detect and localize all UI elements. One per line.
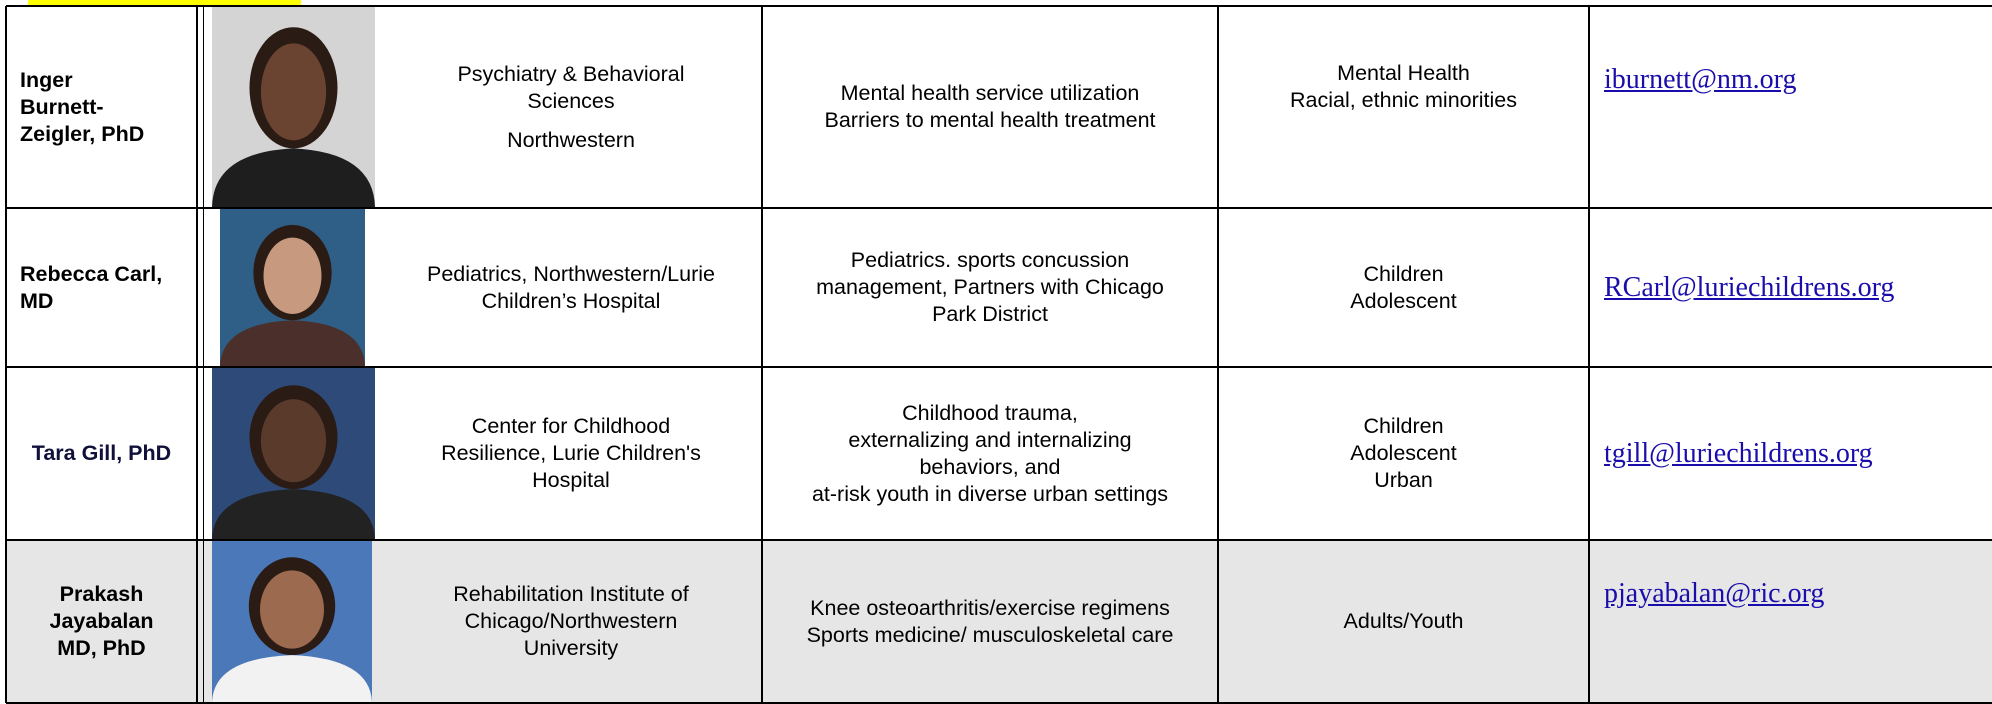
department-text: Pediatrics, Northwestern/Lurie xyxy=(427,261,715,286)
col-line xyxy=(1588,6,1590,703)
research-text: Sports medicine/ musculoskeletal care xyxy=(806,622,1174,647)
research-text: at-risk youth in diverse urban settings xyxy=(811,481,1169,506)
email-text: RCarl@luriechildrens.org xyxy=(1604,272,1895,303)
email-text: pjayabalan@ric.org xyxy=(1604,578,1825,609)
name-cell: Inger Burnett- Zeigler, PhD xyxy=(6,6,197,208)
population-text: Children xyxy=(1363,261,1444,286)
population-cell: Children Adolescent xyxy=(1218,208,1589,367)
email-cell: tgill@luriechildrens.org xyxy=(1589,367,1992,540)
name-text: Prakash xyxy=(59,582,144,606)
research-text: Mental health service utilization xyxy=(840,81,1140,105)
research-text: Childhood trauma, xyxy=(902,400,1078,425)
department-cell: Center for Childhood Resilience, Lurie Ch… xyxy=(380,367,762,540)
portrait xyxy=(220,209,365,366)
population-text: Racial, ethnic minorities xyxy=(1289,88,1518,112)
department-text: Center for Childhood xyxy=(471,414,671,438)
research-cell: Mental health service utilization Barrier… xyxy=(762,6,1218,208)
portrait xyxy=(212,7,375,207)
row-line xyxy=(6,207,1992,209)
name-text: Burnett- xyxy=(20,94,104,119)
research-text: Pediatrics. sports concussion xyxy=(850,248,1130,272)
email-cell: iburnett@nm.org xyxy=(1589,6,1992,208)
research-text: management, Partners with Chicago xyxy=(816,275,1164,299)
department-text: Northwestern xyxy=(507,127,635,152)
row-line xyxy=(6,5,1992,7)
name-text: Zeigler, PhD xyxy=(20,121,145,146)
department-text: Rehabilitation Institute of xyxy=(453,582,689,606)
row-line xyxy=(6,539,1992,541)
col-line xyxy=(1217,6,1219,703)
population-text: Mental Health xyxy=(1337,61,1470,85)
population-text: Adolescent xyxy=(1350,441,1457,465)
name-cell: Rebecca Carl, MD xyxy=(6,208,197,367)
research-text: Knee osteoarthritis/exercise regimens xyxy=(810,595,1170,620)
department-text: Psychiatry & Behavioral xyxy=(457,61,685,86)
research-cell: Knee osteoarthritis/exercise regimens Spo… xyxy=(762,540,1218,703)
email-cell: pjayabalan@ric.org xyxy=(1589,540,1992,703)
name-text: Rebecca Carl, xyxy=(20,261,163,286)
name-text: MD xyxy=(20,288,54,313)
research-text: externalizing and internalizing xyxy=(848,427,1132,452)
portrait xyxy=(212,368,375,539)
email-cell: RCarl@luriechildrens.org xyxy=(1589,208,1992,367)
population-text: Children xyxy=(1363,414,1444,438)
research-text: Park District xyxy=(932,302,1048,326)
highlight xyxy=(28,0,301,6)
col-line xyxy=(196,6,198,703)
department-cell: Rehabilitation Institute of Chicago/North… xyxy=(380,540,762,703)
col-line xyxy=(203,6,204,703)
department-text: Hospital xyxy=(532,468,610,492)
research-cell: Childhood trauma, externalizing and inter… xyxy=(762,367,1218,540)
research-cell: Pediatrics. sports concussion management,… xyxy=(762,208,1218,367)
department-text: University xyxy=(523,636,619,660)
col-line xyxy=(761,6,763,703)
department-cell: Psychiatry & Behavioral Sciences Northwest… xyxy=(380,6,762,208)
department-text: Chicago/Northwestern xyxy=(464,609,678,633)
population-text: Urban xyxy=(1374,468,1433,492)
population-cell: Mental Health Racial, ethnic minorities xyxy=(1218,6,1589,208)
email-text: tgill@luriechildrens.org xyxy=(1604,438,1873,469)
email-text: iburnett@nm.org xyxy=(1604,64,1797,95)
population-text: Adults/Youth xyxy=(1343,609,1464,633)
row-line xyxy=(6,366,1992,368)
department-cell: Pediatrics, Northwestern/Lurie Children’s… xyxy=(380,208,762,367)
department-text: Children’s Hospital xyxy=(481,288,661,313)
name-cell: Prakash Jayabalan MD, PhD xyxy=(6,540,197,703)
name-text: Tara Gill, PhD xyxy=(31,441,172,465)
name-text: Jayabalan xyxy=(49,609,154,633)
name-cell: Tara Gill, PhD xyxy=(6,367,197,540)
population-cell: Adults/Youth xyxy=(1218,540,1589,703)
department-text: Resilience, Lurie Children's xyxy=(441,441,701,465)
name-text: MD, PhD xyxy=(57,636,146,660)
portrait xyxy=(212,541,372,702)
col-line xyxy=(5,6,7,703)
research-text: behaviors, and xyxy=(919,454,1061,479)
name-text: Inger xyxy=(20,67,73,92)
department-text: Sciences xyxy=(527,88,615,113)
research-text: Barriers to mental health treatment xyxy=(824,108,1156,132)
population-cell: Children Adolescent Urban xyxy=(1218,367,1589,540)
population-text: Adolescent xyxy=(1350,288,1457,313)
